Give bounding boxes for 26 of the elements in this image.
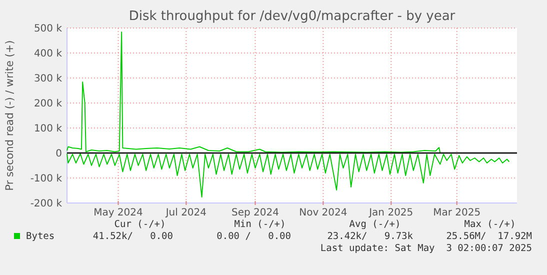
x-tick-label: Jul 2024 (164, 208, 207, 218)
x-tick-label: Sep 2024 (232, 208, 279, 218)
x-tick-label: Mar 2025 (433, 208, 481, 218)
text: Cur (-/+) (114, 219, 166, 230)
text: 41.52k/ 0.00 (92, 231, 174, 242)
text: 23.42k/ 9.73k (327, 231, 414, 242)
text: 0.00 / 0.00 (216, 231, 292, 242)
text: 25.56M/ 17.92M (446, 231, 532, 242)
y-tick-label: 300 k (34, 74, 62, 84)
y-tick-label: 0 (56, 148, 62, 160)
text: Max (-/+) (464, 219, 516, 230)
text: Min (-/+) (234, 219, 286, 230)
chart-title: Disk throughput for /dev/vg0/mapcrafter - by year (128, 9, 456, 24)
text: Avg (-/+) (349, 219, 401, 230)
legend-label: Bytes (26, 231, 55, 242)
y-tick-label: -200 k (30, 198, 62, 210)
y-tick-label: 100 k (34, 124, 62, 134)
x-tick-label: Nov 2024 (299, 208, 348, 218)
y-tick-label: 400 k (34, 48, 62, 60)
y-axis-title: Pr second read (-) / write (+) (4, 40, 16, 191)
y-tick-label: 200 k (34, 98, 62, 110)
x-tick-label: Jan 2025 (368, 208, 414, 218)
y-tick-label: -100 k (30, 174, 62, 184)
text: Last update: Sat May 3 02:00:07 2025 (320, 243, 532, 254)
x-tick-label: May 2024 (94, 208, 143, 218)
y-tick-label: 500 k (34, 24, 62, 34)
